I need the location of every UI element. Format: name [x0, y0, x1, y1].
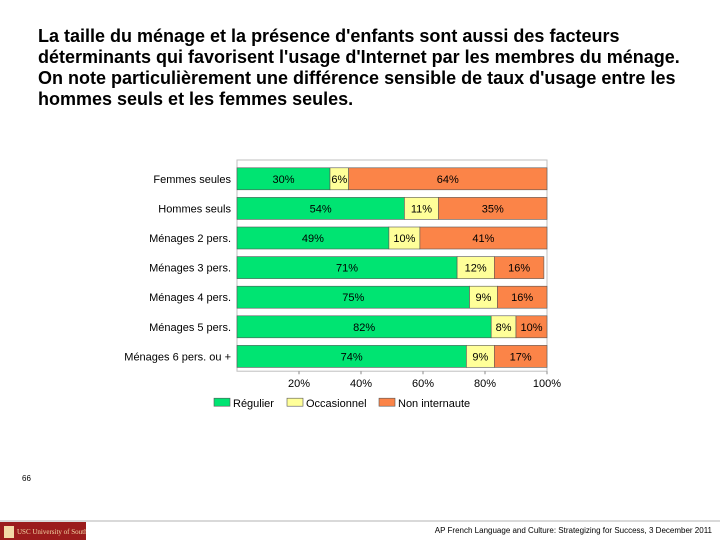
- usc-seal-icon: [4, 525, 14, 538]
- data-label: 74%: [341, 351, 363, 363]
- data-label: 41%: [472, 233, 494, 245]
- stacked-bar-chart: Femmes seules 30% 6% 64% Hommes seuls 54% 11% 3…: [124, 159, 561, 410]
- data-label: 54%: [310, 203, 332, 215]
- category-label: Ménages 5 pers.: [149, 322, 231, 334]
- usc-logo: USC University of Southern California: [0, 522, 86, 540]
- data-label: 16%: [508, 263, 530, 275]
- data-label: 75%: [342, 292, 364, 304]
- data-label: 8%: [496, 322, 512, 334]
- bar-segment-non-internaute: [515, 315, 548, 339]
- x-tick-label: 100%: [533, 378, 561, 390]
- bar-segment-non-internaute: [493, 345, 548, 368]
- bar-segment-non-internaute: [348, 167, 548, 191]
- footer-divider: [0, 520, 720, 522]
- legend-label: Non internaute: [398, 398, 470, 410]
- x-tick-label: 20%: [288, 378, 310, 390]
- category-label: Femmes seules: [153, 174, 231, 186]
- x-tick-label: 60%: [412, 378, 434, 390]
- bar-segment-non-internaute: [497, 285, 548, 309]
- data-label: 64%: [437, 174, 459, 186]
- legend-label: Occasionnel: [306, 398, 367, 410]
- data-label: 9%: [472, 351, 488, 363]
- data-label: 12%: [465, 263, 487, 275]
- category-label: Hommes seuls: [158, 203, 231, 215]
- legend-label: Régulier: [233, 398, 274, 410]
- legend-swatch: [378, 397, 396, 407]
- category-label: Ménages 2 pers.: [149, 233, 231, 245]
- data-label: 11%: [411, 203, 432, 215]
- data-label: 10%: [393, 233, 415, 245]
- footer-caption: AP French Language and Culture: Strategi…: [434, 526, 712, 535]
- data-label: 16%: [511, 292, 533, 304]
- bar-segment-non-internaute: [493, 256, 545, 279]
- data-label: 82%: [353, 322, 375, 334]
- data-label: 35%: [482, 203, 504, 215]
- data-label: 10%: [520, 322, 542, 334]
- category-label: Ménages 6 pers. ou +: [124, 351, 231, 363]
- x-tick-label: 40%: [350, 378, 372, 390]
- legend-swatch: [286, 397, 304, 407]
- category-label: Ménages 4 pers.: [149, 292, 231, 304]
- data-label: 6%: [331, 174, 347, 186]
- data-label: 30%: [272, 174, 294, 186]
- x-tick-label: 80%: [474, 378, 496, 390]
- category-label: Ménages 3 pers.: [149, 263, 231, 275]
- legend-swatch: [213, 397, 231, 407]
- bar-segment-non-internaute: [419, 226, 548, 250]
- data-label: 17%: [510, 351, 532, 363]
- usc-logo-text: USC University of Southern California: [17, 527, 86, 536]
- data-label: 49%: [302, 233, 324, 245]
- page-number: 66: [22, 474, 31, 483]
- bar-segment-non-internaute: [438, 197, 548, 220]
- data-label: 71%: [336, 263, 358, 275]
- data-label: 9%: [475, 292, 491, 304]
- slide-heading: La taille du ménage et la présence d'enf…: [38, 26, 680, 109]
